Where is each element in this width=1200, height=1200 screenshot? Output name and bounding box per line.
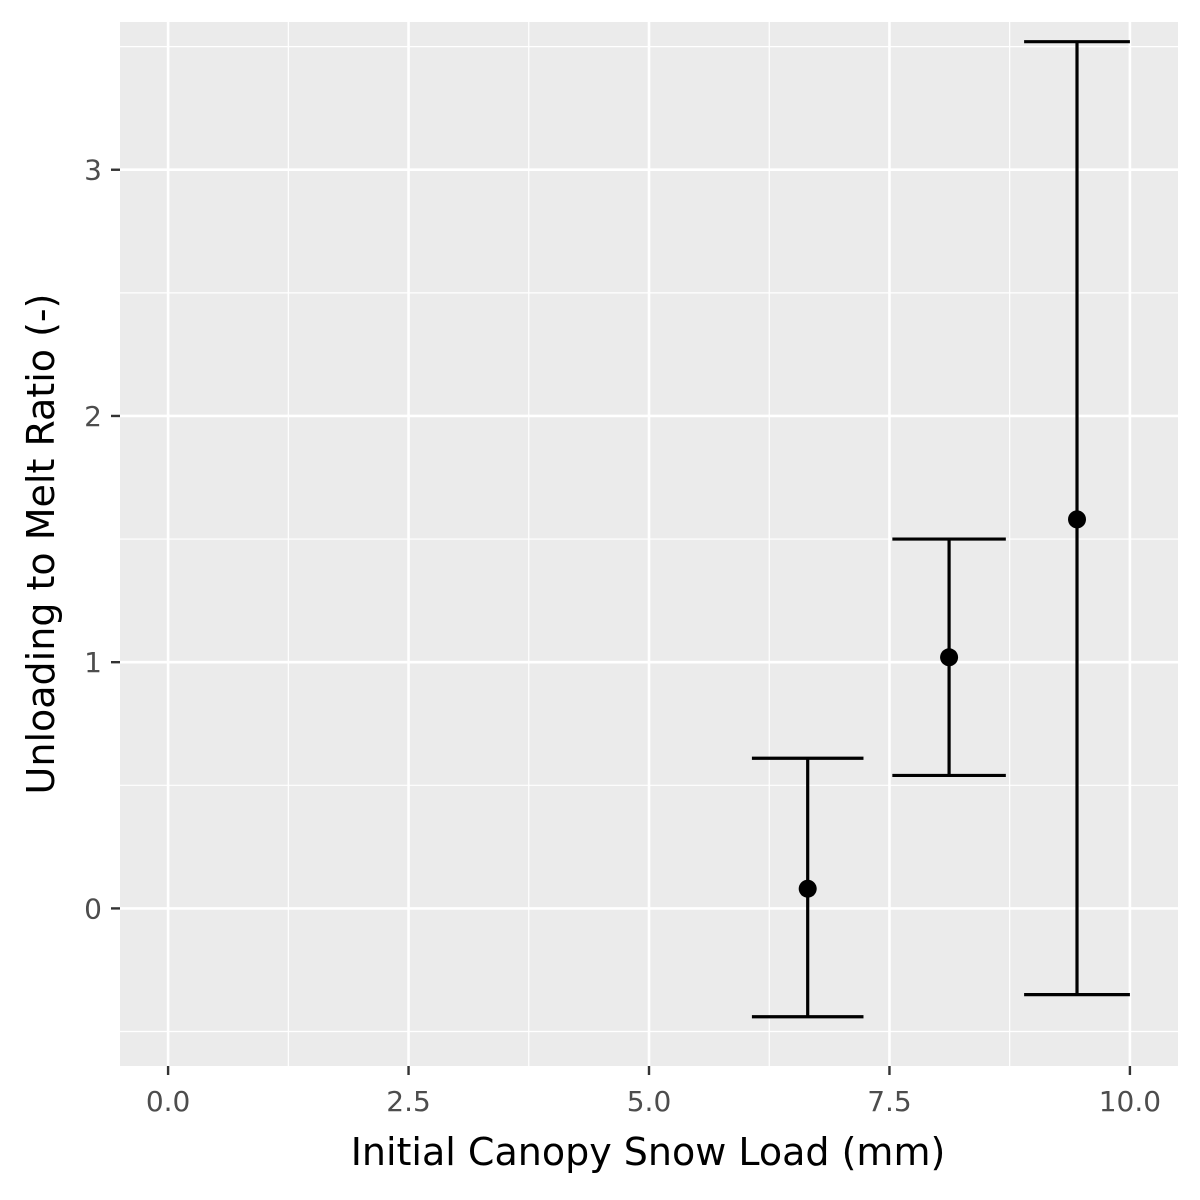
x-tick-label: 7.5 bbox=[867, 1085, 912, 1118]
x-tick-label: 10.0 bbox=[1099, 1085, 1161, 1118]
data-marks bbox=[751, 40, 1130, 1019]
error-bar-group bbox=[892, 537, 1006, 778]
x-tick-label: 0.0 bbox=[146, 1085, 191, 1118]
x-axis-title: Initial Canopy Snow Load (mm) bbox=[351, 1130, 946, 1174]
y-tick-label: 0 bbox=[84, 892, 102, 925]
major-gridlines bbox=[120, 22, 1178, 1066]
data-point bbox=[940, 648, 959, 667]
axes: 0.0 2.5 5.0 7.5 10.0 0 1 2 3 bbox=[84, 154, 1161, 1118]
y-axis-title: Unloading to Melt Ratio (-) bbox=[19, 294, 63, 795]
y-tick-label: 1 bbox=[84, 646, 102, 679]
y-tick-label: 3 bbox=[84, 154, 102, 187]
y-tick-label: 2 bbox=[84, 400, 102, 433]
error-bar-group bbox=[1024, 40, 1130, 997]
x-tick-label: 5.0 bbox=[627, 1085, 672, 1118]
x-tick-label: 2.5 bbox=[386, 1085, 431, 1118]
data-point bbox=[1068, 510, 1087, 529]
error-bar-group bbox=[751, 756, 864, 1019]
data-point bbox=[798, 879, 817, 898]
